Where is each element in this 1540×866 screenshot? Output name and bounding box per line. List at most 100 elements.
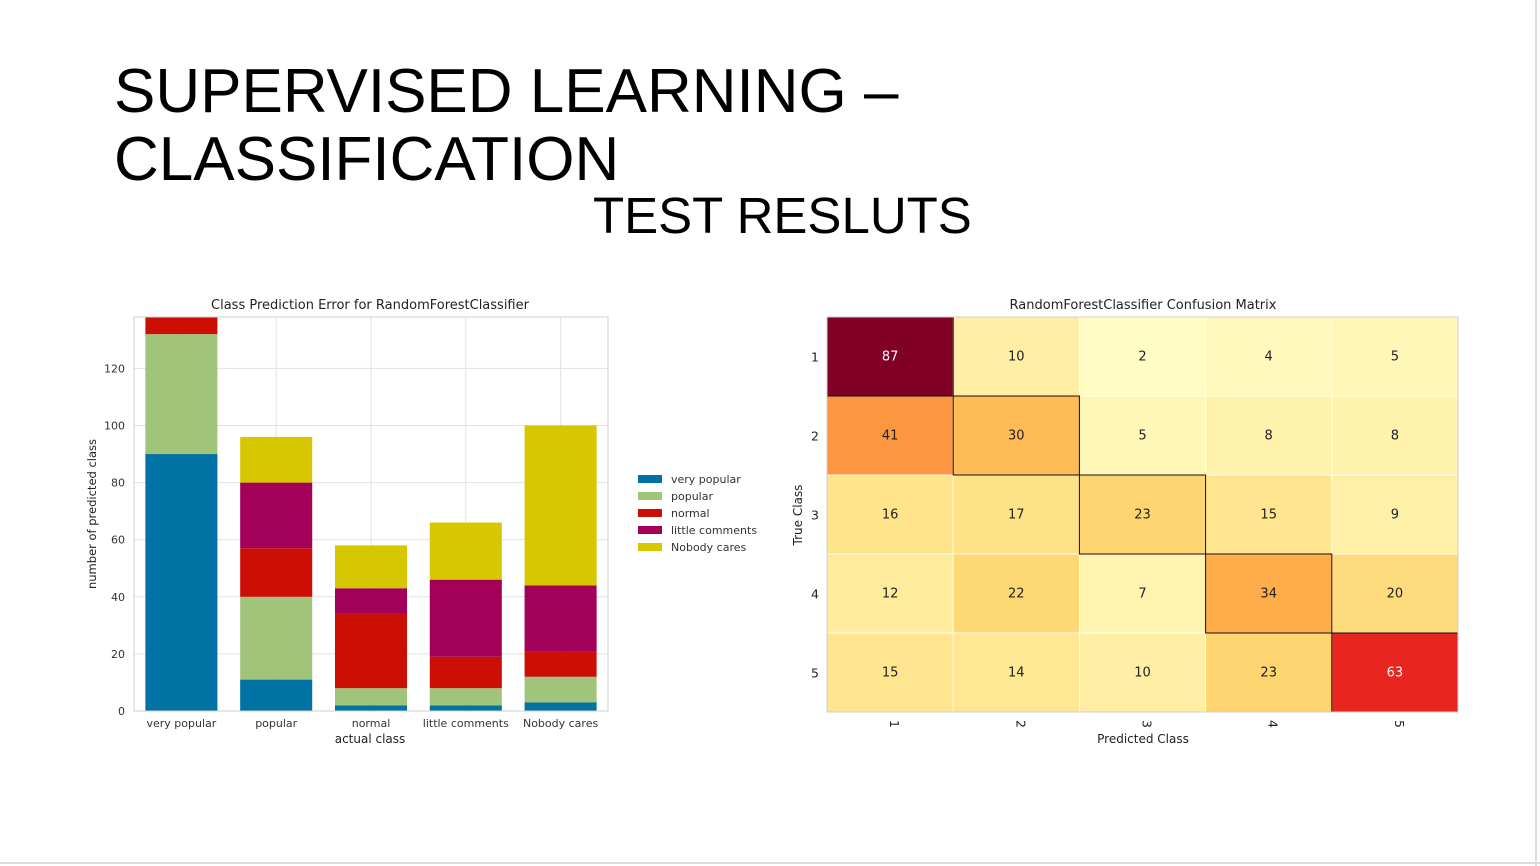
bar-little-comments-very-popular xyxy=(429,705,502,711)
bar-y-tick-label: 40 xyxy=(111,591,125,604)
heatmap-cell-4-5 xyxy=(1331,553,1459,634)
heatmap-value-4-3: 7 xyxy=(1138,587,1146,602)
heatmap-cell-1-4 xyxy=(1205,316,1333,397)
heatmap-y-label: True Class xyxy=(791,485,805,547)
heatmap-x-tick-2: 2 xyxy=(1013,720,1028,728)
slide-title: SUPERVISED LEARNING – CLASSIFICATION xyxy=(114,58,898,194)
heatmap-cell-2-4 xyxy=(1205,395,1333,476)
bar-little-comments-nobody-cares xyxy=(429,522,502,580)
bar-normal-very-popular xyxy=(334,705,408,711)
heatmap-cell-5-4 xyxy=(1205,632,1333,713)
bar-y-tick-label: 0 xyxy=(118,705,125,718)
heatmap-value-1-5: 5 xyxy=(1391,350,1399,365)
bar-nobody-cares-normal xyxy=(524,651,597,677)
heatmap-value-3-4: 15 xyxy=(1260,508,1277,523)
legend-swatch-normal xyxy=(638,509,662,517)
bar-nobody-cares-little-comments xyxy=(524,585,597,652)
bar-chart-y-label: number of predicted class xyxy=(85,439,99,589)
heatmap-y-tick-2: 2 xyxy=(811,429,819,444)
heatmap-y-tick-1: 1 xyxy=(811,350,819,365)
heatmap-cell-3-3 xyxy=(1079,474,1207,555)
heatmap-value-5-2: 14 xyxy=(1008,666,1025,681)
bar-chart-series xyxy=(145,317,597,711)
heatmap-cell-2-5 xyxy=(1331,395,1459,476)
heatmap-cell-3-2 xyxy=(952,474,1080,555)
heatmap-cell-1-5 xyxy=(1331,316,1459,397)
legend-swatch-popular xyxy=(638,492,662,500)
bar-chart-y-ticks: 0 20 40 60 80 100 120 xyxy=(104,362,125,718)
heatmap-y-ticks: 1 2 3 4 5 xyxy=(811,350,819,681)
bar-little-comments-little-comments xyxy=(429,579,502,657)
heatmap-diagonal-borders xyxy=(826,316,1459,713)
heatmap-y-tick-4: 4 xyxy=(811,587,819,602)
heatmap-diagonal-cell-border xyxy=(952,395,1080,476)
bar-x-tick-label-little-comments: little comments xyxy=(423,717,509,730)
bar-normal-nobody-cares xyxy=(334,545,408,589)
heatmap-cells: 87 10 2 4 5 41 30 5 8 8 16 17 23 15 9 12 22 7 34 20 15 14 10 23… xyxy=(826,316,1459,713)
heatmap-cell-4-3 xyxy=(1079,553,1207,634)
bar-little-comments-popular xyxy=(429,688,502,706)
heatmap-cell-1-3 xyxy=(1079,316,1207,397)
heatmap-cell-5-3 xyxy=(1079,632,1207,713)
bar-very-popular-normal xyxy=(145,317,218,335)
legend-label-normal: normal xyxy=(671,507,710,520)
bar-chart-legend: very popular popular normal little comments… xyxy=(638,473,757,554)
slide-title-line-1: SUPERVISED LEARNING – xyxy=(114,57,899,126)
heatmap-value-2-3: 5 xyxy=(1138,429,1146,444)
heatmap-value-3-3: 23 xyxy=(1134,508,1151,523)
heatmap-value-1-3: 2 xyxy=(1138,350,1146,365)
heatmap-value-5-5: 63 xyxy=(1387,666,1404,681)
bar-y-tick-label: 100 xyxy=(104,419,125,432)
heatmap-cell-4-2 xyxy=(952,553,1080,634)
heatmap-value-2-4: 8 xyxy=(1265,429,1273,444)
bar-chart-x-ticks: very popular popular normal little comments… xyxy=(147,717,599,730)
bar-popular-very-popular xyxy=(240,679,313,711)
bar-x-tick-label-popular: popular xyxy=(255,717,297,730)
heatmap-x-tick-4: 4 xyxy=(1266,720,1281,728)
bar-x-tick-label-very-popular: very popular xyxy=(147,717,217,730)
legend-label-popular: popular xyxy=(671,490,713,503)
heatmap-value-2-2: 30 xyxy=(1008,429,1025,444)
heatmap-cell-3-4 xyxy=(1205,474,1333,555)
bar-chart-plot-border xyxy=(133,316,609,712)
heatmap-value-4-1: 12 xyxy=(882,587,899,602)
bar-x-tick-label-nobody-cares: Nobody cares xyxy=(523,717,598,730)
legend-label-little-comments: little comments xyxy=(671,524,757,537)
legend-label-nobody-cares: Nobody cares xyxy=(671,541,746,554)
heatmap-value-3-1: 16 xyxy=(882,508,899,523)
heatmap-value-4-4: 34 xyxy=(1260,587,1277,602)
heatmap-value-4-5: 20 xyxy=(1387,587,1404,602)
heatmap-x-tick-3: 3 xyxy=(1140,720,1155,728)
heatmap-cell-5-2 xyxy=(952,632,1080,713)
bar-chart-title: Class Prediction Error for RandomForestC… xyxy=(211,298,530,313)
slide-title-line-2: CLASSIFICATION xyxy=(114,125,620,194)
bar-nobody-cares-popular xyxy=(524,676,597,703)
bar-little-comments-normal xyxy=(429,656,502,689)
legend-swatch-nobody-cares xyxy=(638,543,662,551)
heatmap-value-5-3: 10 xyxy=(1134,666,1151,681)
heatmap-value-1-1: 87 xyxy=(882,350,899,365)
heatmap-diagonal-cell-border xyxy=(1205,553,1333,634)
heatmap-cell-3-1 xyxy=(826,474,954,555)
bar-y-tick-label: 60 xyxy=(111,534,125,547)
bar-very-popular-popular xyxy=(145,334,218,455)
bar-y-tick-label: 80 xyxy=(111,477,125,490)
heatmap-border xyxy=(826,316,1459,713)
legend-label-very-popular: very popular xyxy=(671,473,741,486)
heatmap-value-2-5: 8 xyxy=(1391,429,1399,444)
heatmap-x-tick-5: 5 xyxy=(1392,720,1407,728)
heatmap-title: RandomForestClassifier Confusion Matrix xyxy=(1010,298,1277,313)
bar-normal-normal xyxy=(334,613,408,689)
heatmap-value-1-2: 10 xyxy=(1008,350,1025,365)
heatmap-y-tick-5: 5 xyxy=(811,666,819,681)
heatmap-cell-2-3 xyxy=(1079,395,1207,476)
heatmap-x-label: Predicted Class xyxy=(1097,732,1189,746)
bar-chart-x-label: actual class xyxy=(335,732,406,746)
heatmap-value-4-2: 22 xyxy=(1008,587,1025,602)
heatmap-cell-2-1 xyxy=(826,395,954,476)
heatmap-value-5-1: 15 xyxy=(882,666,899,681)
bar-x-tick-label-normal: normal xyxy=(352,717,391,730)
legend-swatch-little-comments xyxy=(638,526,662,534)
bar-y-tick-label: 20 xyxy=(111,648,125,661)
